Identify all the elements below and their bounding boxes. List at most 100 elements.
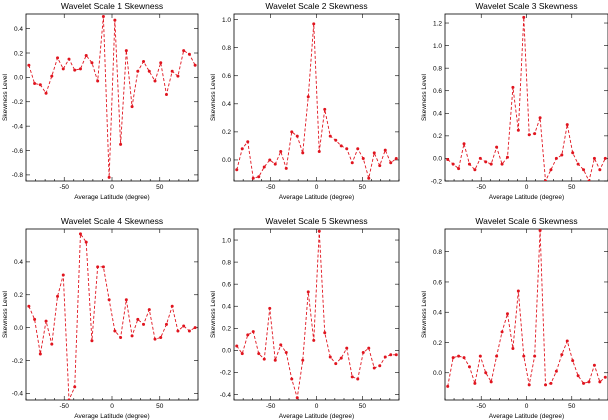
data-point bbox=[484, 160, 488, 164]
data-point bbox=[457, 167, 461, 171]
y-tick-label: 0.0 bbox=[222, 348, 231, 355]
data-point bbox=[587, 179, 591, 181]
data-point bbox=[268, 158, 272, 162]
y-axis-label: Skewness Level bbox=[210, 290, 217, 338]
data-point bbox=[339, 356, 343, 360]
data-point bbox=[284, 351, 288, 355]
y-axis-label: Skewness Level bbox=[2, 73, 9, 121]
data-point bbox=[124, 49, 128, 53]
series-line bbox=[447, 230, 606, 387]
data-point bbox=[394, 157, 398, 161]
data-point bbox=[301, 151, 305, 155]
x-tick-label: 50 bbox=[156, 184, 164, 191]
plot-frame bbox=[444, 13, 608, 182]
x-tick-label: -50 bbox=[477, 184, 487, 191]
data-point bbox=[240, 147, 244, 151]
data-point bbox=[136, 69, 140, 73]
chart-panel-2: Wavelet Scale 2 Skewness -50 0 50 0.0 0.2 0.4 0… bbox=[210, 1, 400, 201]
data-point bbox=[339, 144, 343, 148]
data-point bbox=[306, 95, 310, 99]
y-axis-label: Skewness Level bbox=[210, 73, 217, 121]
data-point bbox=[38, 352, 42, 356]
data-point bbox=[67, 57, 71, 61]
data-point bbox=[61, 67, 65, 71]
data-point bbox=[389, 353, 393, 357]
data-point bbox=[170, 304, 174, 308]
data-point bbox=[511, 85, 515, 89]
data-point bbox=[598, 168, 602, 172]
data-point bbox=[306, 290, 310, 294]
data-point bbox=[119, 336, 123, 340]
x-tick-label: 50 bbox=[359, 184, 367, 191]
data-point bbox=[251, 176, 255, 180]
data-point bbox=[251, 330, 255, 334]
data-point bbox=[176, 329, 180, 333]
y-tick-label: 0.2 bbox=[433, 340, 442, 347]
x-tick-label: 0 bbox=[315, 403, 319, 410]
data-point bbox=[451, 356, 455, 360]
x-tick-label: 50 bbox=[568, 403, 576, 410]
data-point bbox=[182, 49, 186, 53]
data-point bbox=[457, 354, 461, 358]
y-tick-label: 0.6 bbox=[433, 279, 442, 286]
y-tick-label: 0.6 bbox=[222, 73, 231, 80]
y-tick-label: 0.4 bbox=[14, 26, 23, 33]
y-tick-label: 0.4 bbox=[222, 304, 231, 311]
data-point bbox=[96, 79, 100, 83]
data-point bbox=[290, 130, 294, 134]
data-point bbox=[301, 358, 305, 362]
data-point bbox=[345, 346, 349, 350]
data-point bbox=[257, 175, 261, 179]
data-point bbox=[130, 105, 134, 109]
y-tick-label: 0.2 bbox=[14, 292, 23, 299]
x-tick-label: 0 bbox=[525, 403, 529, 410]
x-tick-label: 0 bbox=[525, 184, 529, 191]
y-tick-label: -0.2 bbox=[12, 358, 24, 365]
data-point bbox=[44, 91, 48, 95]
data-point bbox=[193, 63, 197, 67]
y-tick-label: -0.8 bbox=[12, 172, 24, 179]
data-point bbox=[367, 346, 371, 350]
data-point bbox=[516, 289, 520, 293]
series-line bbox=[28, 16, 196, 178]
data-point bbox=[61, 273, 65, 277]
data-point bbox=[73, 385, 77, 389]
data-point bbox=[495, 354, 499, 358]
data-point bbox=[334, 138, 338, 142]
data-point bbox=[473, 168, 477, 172]
data-point bbox=[361, 351, 365, 355]
data-point bbox=[312, 22, 316, 26]
data-point bbox=[516, 128, 520, 132]
y-tick-label: 0.6 bbox=[222, 281, 231, 288]
y-tick-label: 0.0 bbox=[433, 156, 442, 163]
data-point bbox=[262, 357, 266, 361]
data-point bbox=[176, 74, 180, 78]
plot-frame bbox=[233, 228, 400, 401]
x-tick-label: 0 bbox=[110, 184, 114, 191]
data-point bbox=[446, 158, 450, 162]
y-tick-label: 0.8 bbox=[433, 65, 442, 72]
x-axis-label: Average Latitude (degree) bbox=[489, 194, 564, 201]
data-point bbox=[44, 319, 48, 323]
data-point bbox=[50, 342, 54, 346]
y-tick-label: 0.2 bbox=[222, 326, 231, 333]
data-point bbox=[356, 377, 360, 381]
data-point bbox=[571, 151, 575, 155]
data-point bbox=[527, 133, 531, 137]
data-point bbox=[159, 336, 163, 340]
y-tick-label: 0.8 bbox=[222, 259, 231, 266]
data-point bbox=[544, 179, 548, 181]
data-point bbox=[67, 398, 71, 400]
data-point bbox=[84, 53, 88, 57]
data-point bbox=[33, 81, 37, 85]
data-point bbox=[554, 156, 558, 160]
data-point bbox=[273, 162, 277, 166]
data-point bbox=[378, 364, 382, 368]
data-point bbox=[451, 162, 455, 166]
data-point bbox=[284, 166, 288, 170]
data-point bbox=[73, 68, 77, 72]
x-axis-label: Average Latitude (degree) bbox=[74, 194, 149, 201]
data-point bbox=[295, 396, 299, 400]
data-point bbox=[164, 92, 168, 96]
data-point bbox=[130, 334, 134, 338]
